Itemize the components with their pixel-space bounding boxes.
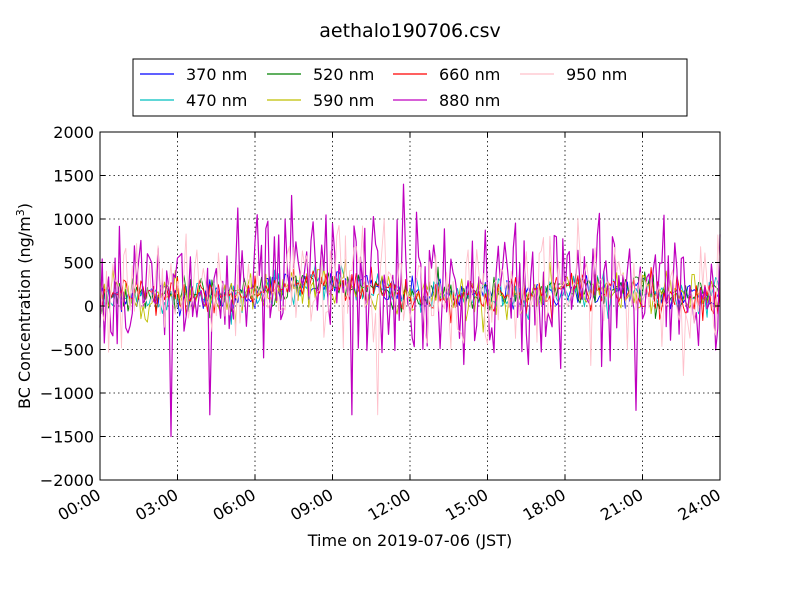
legend-label: 470 nm (186, 91, 247, 110)
series-line-660-nm (99, 266, 721, 324)
y-axis-label-main: BC Concentration (ng/m (15, 216, 34, 409)
y-tick-label: −2000 (40, 471, 94, 490)
y-tick-label: −500 (50, 341, 94, 360)
y-tick-label: 500 (63, 254, 94, 273)
x-axis-tick-labels: 00:00 03:00 06:00 09:00 12:00 15:00 18:00 21:00… (55, 485, 724, 525)
grid (100, 132, 720, 480)
chart-title: aethalo190706.csv (319, 20, 501, 42)
series-line-470-nm (99, 260, 721, 325)
x-tick-label: 15:00 (442, 485, 491, 525)
y-axis-label-superscript: 3 (14, 209, 27, 216)
legend-label: 880 nm (439, 91, 500, 110)
x-axis-label: Time on 2019-07-06 (JST) (307, 531, 512, 550)
x-tick-label: 18:00 (520, 485, 569, 525)
y-tick-label: 0 (84, 297, 94, 316)
legend-label: 950 nm (566, 65, 627, 84)
y-tick-label: 1000 (53, 210, 94, 229)
legend-label: 370 nm (186, 65, 247, 84)
x-tick-label: 21:00 (597, 485, 646, 525)
y-tick-label: −1000 (40, 384, 94, 403)
y-axis-tick-labels: 2000 1500 1000 500 0 −500 −1000 −1500 −2000 (40, 123, 94, 490)
legend-label: 590 nm (313, 91, 374, 110)
series-layer (99, 183, 721, 438)
legend-label: 660 nm (439, 65, 500, 84)
x-tick-label: 03:00 (132, 485, 181, 525)
x-tick-label: 24:00 (675, 485, 724, 525)
series-line-950-nm (99, 218, 721, 416)
x-tick-label: 00:00 (55, 485, 104, 525)
x-tick-label: 12:00 (365, 485, 414, 525)
series-line-880-nm (99, 183, 721, 438)
x-tick-label: 06:00 (210, 485, 259, 525)
x-tick-label: 09:00 (287, 485, 336, 525)
y-axis-label-close: ) (15, 203, 34, 209)
y-tick-label: 1500 (53, 167, 94, 186)
y-tick-label: −1500 (40, 428, 94, 447)
ticks (99, 131, 721, 481)
legend-frame (132, 58, 688, 117)
legend-label: 520 nm (313, 65, 374, 84)
series-line-520-nm (99, 266, 721, 320)
legend: 370 nm 470 nm 520 nm 590 nm 660 nm 880 nm 950 … (132, 58, 688, 117)
y-axis-label: BC Concentration (ng/m3) (14, 203, 34, 409)
y-tick-label: 2000 (53, 123, 94, 142)
